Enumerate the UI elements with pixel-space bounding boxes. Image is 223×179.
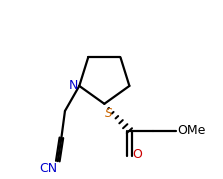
Text: O: O — [133, 148, 142, 161]
Text: OMe: OMe — [178, 124, 206, 137]
Text: N: N — [69, 79, 78, 91]
Text: S: S — [105, 107, 113, 120]
Text: CN: CN — [39, 162, 57, 175]
